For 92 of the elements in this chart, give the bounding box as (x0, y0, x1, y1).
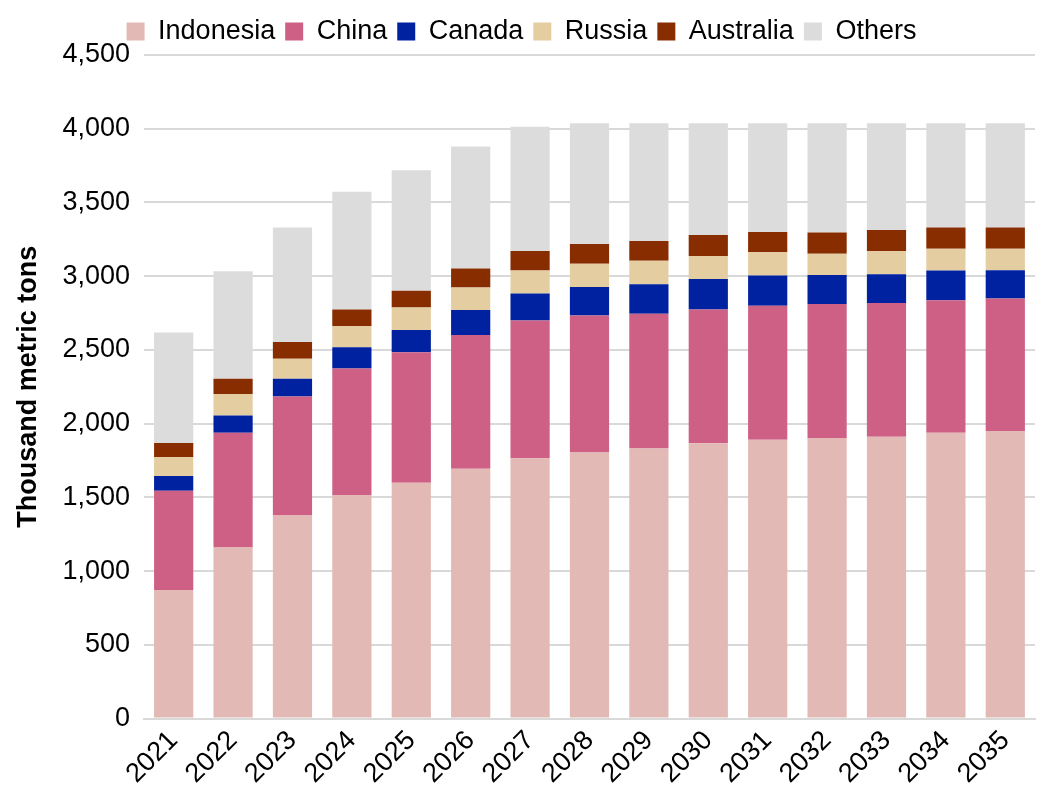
bar (688, 279, 728, 310)
bar (391, 482, 431, 718)
bar (748, 275, 788, 306)
bar (866, 436, 907, 718)
bar (272, 341, 313, 359)
bar (985, 298, 1025, 431)
bar (807, 253, 847, 276)
bar (451, 334, 491, 469)
bar (866, 303, 907, 437)
bar (154, 443, 194, 458)
bar (629, 448, 669, 718)
bar (688, 256, 728, 280)
bar (569, 452, 610, 718)
bar (272, 396, 313, 516)
bar (688, 309, 728, 444)
y-tick-label: 1,000 (62, 554, 130, 585)
bar (569, 243, 610, 264)
bar (213, 378, 253, 395)
bar (332, 368, 372, 496)
bar (985, 270, 1025, 299)
bar (213, 394, 253, 416)
legend-label: Russia (564, 14, 649, 45)
bar (569, 315, 610, 453)
y-tick-label: 3,500 (62, 185, 130, 216)
bar (807, 275, 847, 305)
bar (391, 330, 431, 353)
bar (510, 270, 550, 294)
legend-label: Australia (688, 14, 795, 45)
bar (510, 320, 550, 459)
bar (213, 547, 253, 718)
bar (510, 458, 550, 718)
bar (629, 260, 669, 285)
legend-label: Indonesia (158, 14, 277, 45)
bar (629, 313, 669, 449)
y-tick-label: 1,500 (62, 480, 130, 511)
bar (807, 304, 847, 438)
y-tick-label: 4,000 (62, 112, 130, 143)
y-tick-label: 3,000 (62, 259, 130, 290)
bar (926, 248, 966, 271)
bar (688, 235, 728, 256)
bar (332, 495, 372, 718)
bar (866, 274, 907, 304)
bar (451, 310, 491, 335)
bar (569, 263, 610, 288)
bar (154, 590, 194, 718)
bar (391, 307, 431, 331)
bar (926, 432, 966, 718)
y-tick-label: 2,000 (62, 407, 130, 438)
bar (451, 468, 491, 718)
bar (748, 252, 788, 276)
bar (332, 309, 372, 327)
bar (332, 326, 372, 348)
y-axis-title: Thousand metric tons (11, 245, 42, 528)
bar (569, 287, 610, 316)
bar (451, 268, 491, 288)
bar (213, 415, 253, 433)
y-tick-label: 500 (84, 628, 130, 659)
bar (866, 251, 907, 275)
bar (391, 352, 431, 483)
bar (748, 232, 788, 253)
legend-label: Others (835, 14, 917, 45)
bar (926, 300, 966, 433)
bar (688, 443, 728, 718)
bar (272, 358, 313, 379)
bar (272, 378, 313, 397)
bar (807, 232, 847, 254)
legend-label: China (316, 14, 389, 45)
bar (451, 287, 491, 311)
bar (985, 248, 1025, 271)
bar (985, 430, 1025, 718)
bar (332, 347, 372, 369)
y-tick-label: 4,500 (62, 38, 130, 69)
y-tick-label: 0 (114, 702, 130, 733)
bar (866, 230, 907, 252)
bar (748, 305, 788, 440)
y-tick-label: 2,500 (62, 333, 130, 364)
bar (926, 227, 966, 249)
bar (154, 475, 194, 491)
bar (510, 250, 550, 271)
bar (629, 284, 669, 314)
bar (748, 439, 788, 718)
bar (510, 293, 550, 321)
bar (154, 457, 194, 476)
bar (807, 437, 847, 718)
bar (272, 515, 313, 718)
bar (391, 290, 431, 308)
bar (629, 241, 669, 261)
bar (213, 432, 253, 548)
bar (926, 270, 966, 301)
legend-label: Canada (428, 14, 525, 45)
bar (985, 227, 1025, 249)
bar (154, 490, 194, 591)
